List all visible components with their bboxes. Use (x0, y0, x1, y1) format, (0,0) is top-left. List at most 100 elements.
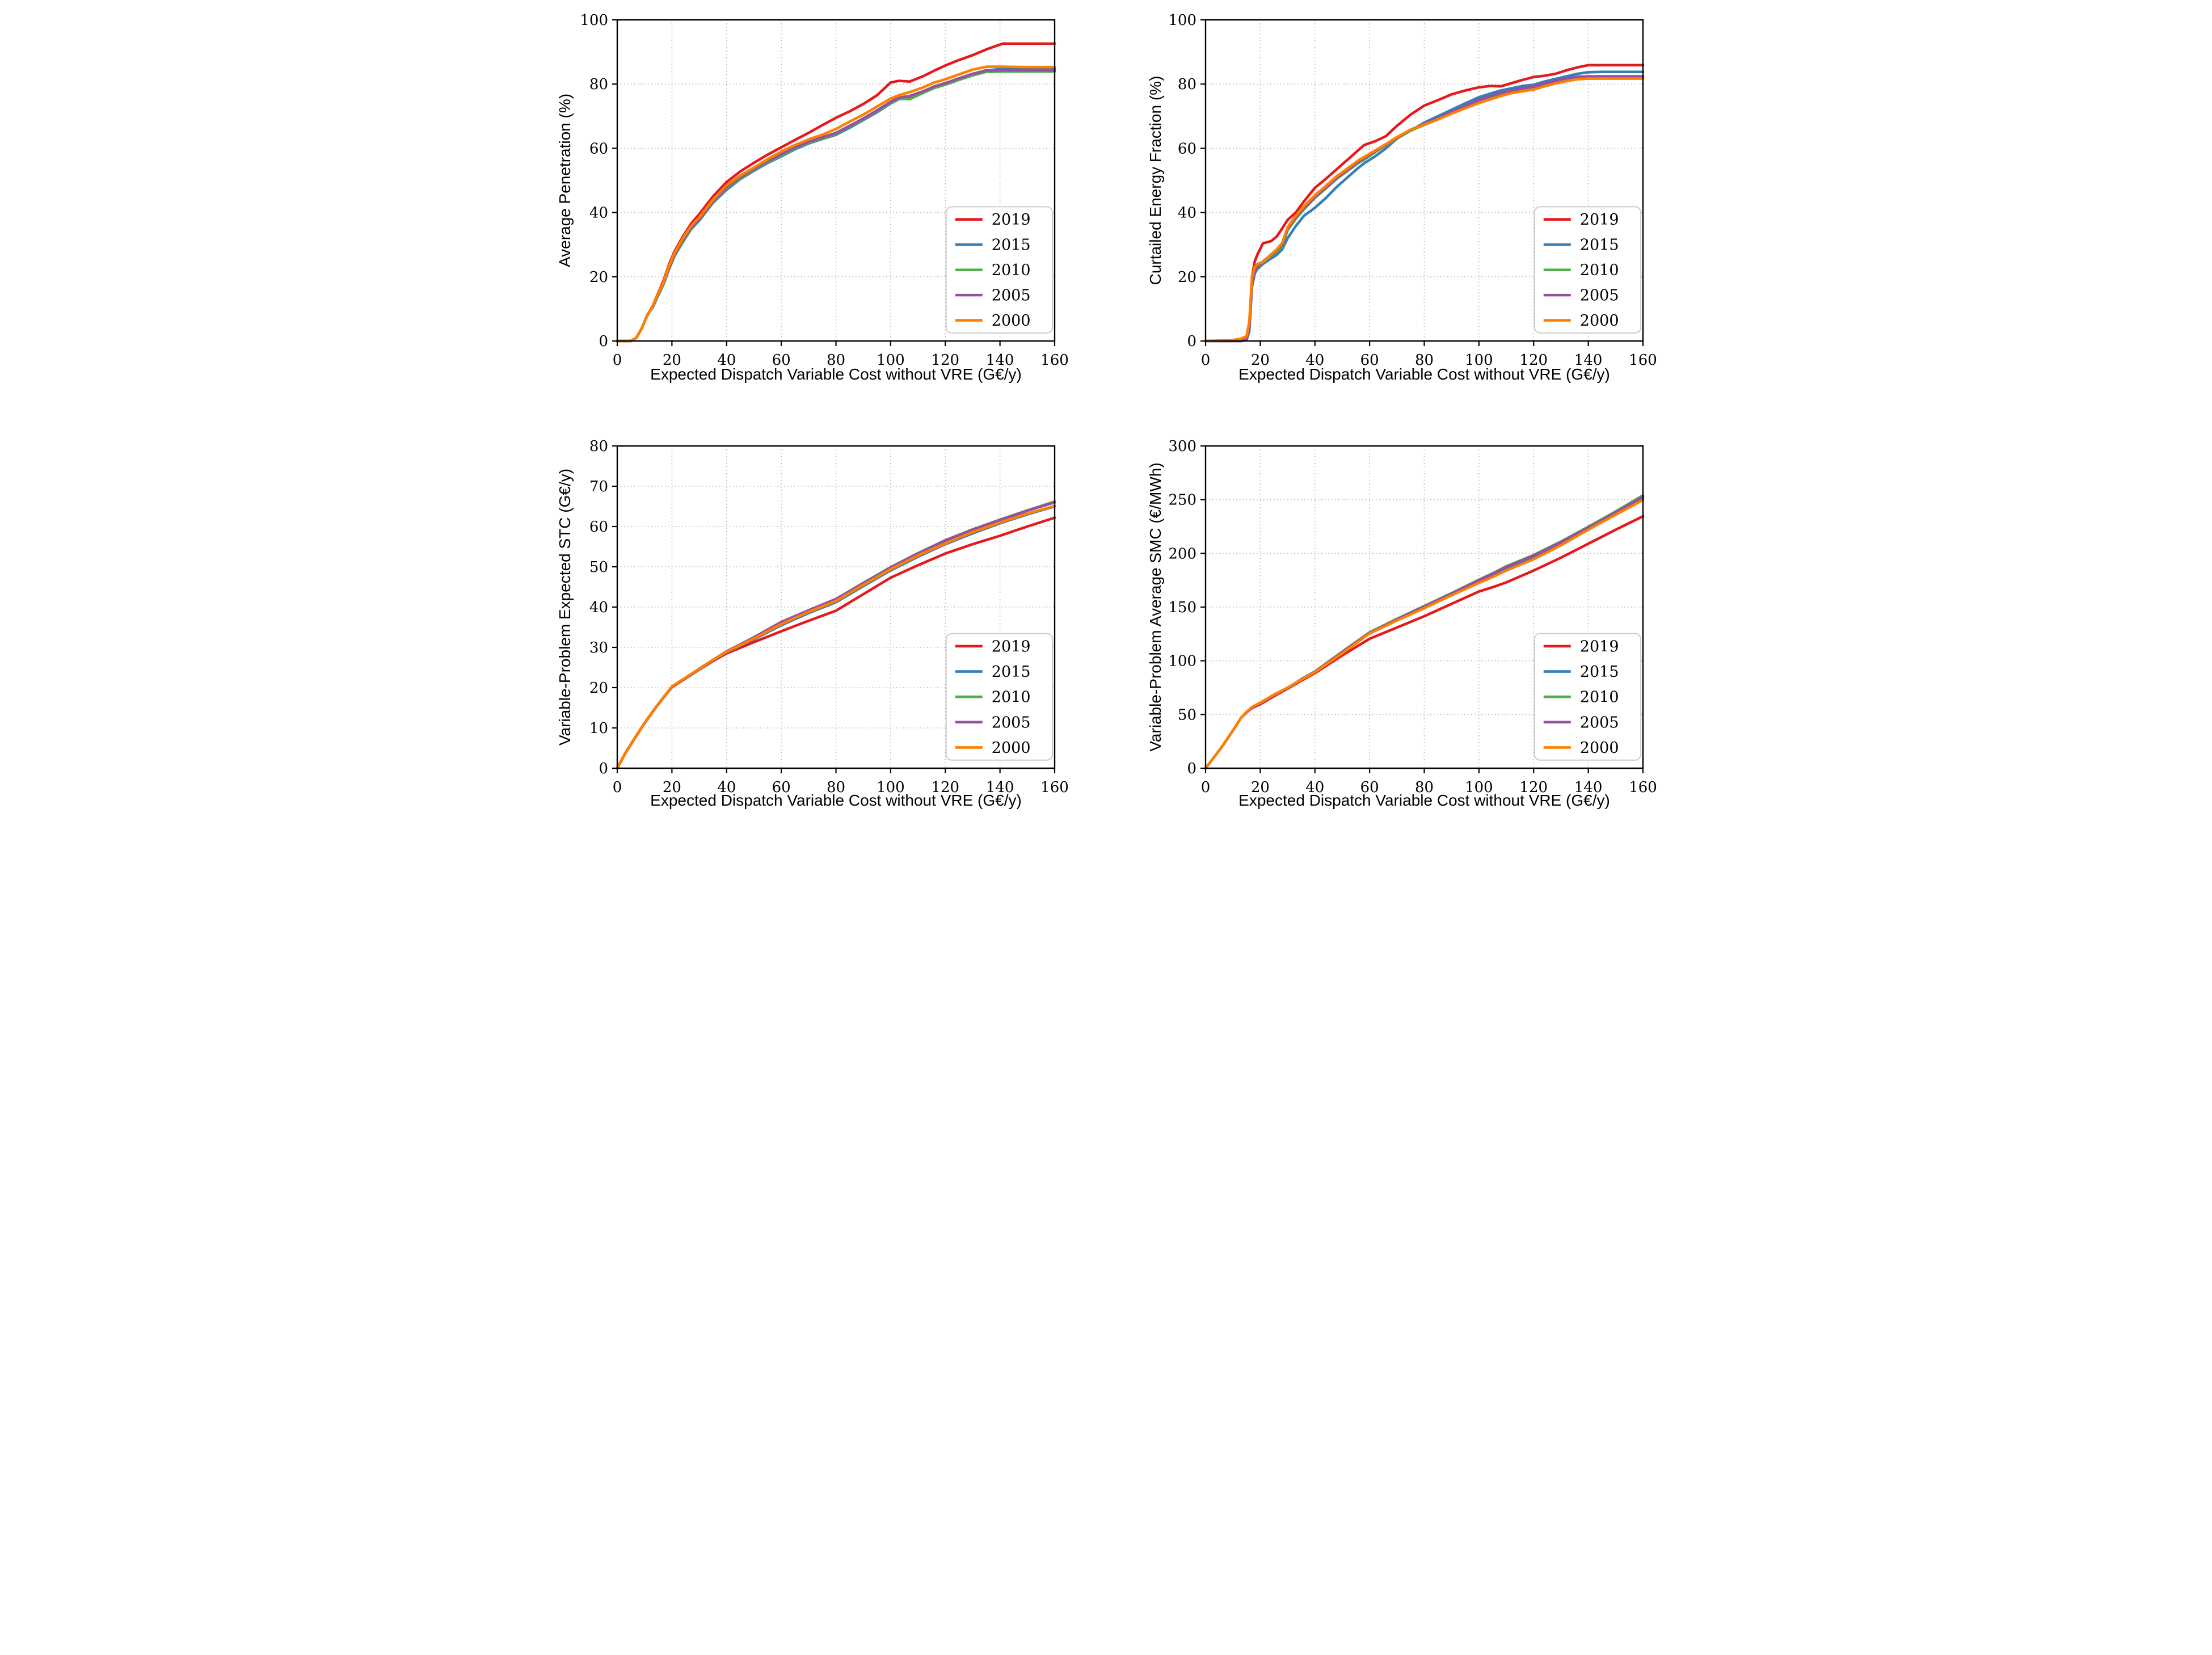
x-tick-label: 60 (1360, 352, 1379, 369)
legend-label-2010: 2010 (1579, 689, 1619, 706)
legend-label-2019: 2019 (1579, 638, 1619, 655)
legend-label-2015: 2015 (991, 237, 1030, 254)
x-tick-label: 20 (662, 352, 681, 369)
series-line-2019 (1204, 64, 1644, 343)
legend-label-2015: 2015 (1579, 663, 1619, 681)
x-tick-label: 60 (772, 352, 790, 369)
y-axis-label: Variable-Problem Expected STC (G€/y) (556, 469, 574, 746)
legend-box (945, 206, 1053, 334)
x-tick-label: 120 (931, 779, 959, 796)
y-tick-label: 60 (1177, 140, 1196, 157)
y-tick-label: 0 (1187, 333, 1196, 350)
x-tick-label: 0 (612, 779, 622, 796)
legend-label-2000: 2000 (1579, 739, 1619, 757)
subplot-average-smc: 0 20 40 60 80 100 120 140 160 0 50 100 150 200 250 300 E… (1106, 414, 1659, 827)
y-tick-label: 0 (1187, 760, 1196, 777)
legend-label-2010: 2010 (1579, 262, 1619, 279)
x-tick-label: 0 (612, 352, 622, 369)
y-tick-label: 0 (599, 333, 608, 350)
x-tick-label: 160 (1040, 352, 1069, 369)
series-line-2000 (616, 65, 1056, 343)
chart-average-penetration: 0 20 40 60 80 100 120 140 160020406080100Expecte… (556, 12, 1069, 383)
x-tick-label: 140 (985, 352, 1014, 369)
legend-label-2005: 2005 (1579, 287, 1619, 305)
x-axis-label: Expected Dispatch Variable Cost without … (1238, 365, 1610, 383)
x-tick-label: 80 (826, 779, 845, 796)
y-axis-label: Curtailed Energy Fraction (%) (1147, 76, 1164, 285)
legend-label-2000: 2000 (1579, 312, 1619, 330)
x-tick-label: 100 (877, 352, 905, 369)
y-tick-label: 80 (589, 438, 608, 455)
x-tick-label: 80 (826, 352, 845, 369)
y-tick-label: 50 (589, 559, 608, 576)
legend-label-2000: 2000 (991, 739, 1030, 757)
legend-label-2000: 2000 (991, 312, 1030, 330)
x-tick-label: 140 (1574, 779, 1602, 796)
x-tick-label: 60 (772, 779, 790, 796)
y-tick-label: 20 (1177, 269, 1196, 286)
x-tick-label: 80 (1414, 352, 1433, 369)
y-tick-label: 100 (1168, 653, 1196, 670)
x-tick-label: 0 (1200, 779, 1210, 796)
y-axis-label: Variable-Problem Average SMC (€/MWh) (1147, 462, 1164, 751)
legend-label-2019: 2019 (991, 638, 1030, 655)
x-axis-label: Expected Dispatch Variable Cost without … (650, 791, 1022, 809)
x-tick-label: 100 (877, 779, 905, 796)
y-tick-label: 100 (1168, 12, 1196, 29)
subplot-expected-stc: 0 20 40 60 80 100 120 140 160 0 10 20 30 40 50 60 70 80 Ex… (553, 414, 1106, 827)
x-axis-label: Expected Dispatch Variable Cost without … (650, 365, 1022, 383)
x-tick-label: 100 (1465, 779, 1493, 796)
x-tick-label: 20 (662, 779, 681, 796)
y-tick-label: 30 (589, 639, 608, 656)
y-tick-label: 20 (589, 269, 608, 286)
subplot-average-penetration: 0 20 40 60 80 100 120 140 160 0 20 40 60 80 100 Expecte… (553, 0, 1106, 414)
legend-label-2010: 2010 (991, 262, 1030, 279)
x-tick-label: 20 (1250, 779, 1269, 796)
x-tick-label: 40 (1305, 779, 1324, 796)
y-tick-label: 70 (589, 478, 608, 495)
x-tick-label: 120 (1519, 779, 1548, 796)
legend-label-2019: 2019 (991, 211, 1030, 229)
x-tick-label: 60 (1360, 779, 1379, 796)
legend-box (945, 633, 1053, 761)
y-tick-label: 20 (589, 680, 608, 697)
figure-canvas: 0 20 40 60 80 100 120 140 160 0 20 40 60 80 100 Expecte… (553, 0, 1659, 827)
y-tick-label: 0 (599, 760, 608, 777)
chart-curtailed-energy-fraction: 0 20 40 60 80 100 120 140 160020406080100Expecte… (1147, 12, 1657, 383)
x-tick-label: 40 (717, 779, 736, 796)
x-tick-label: 100 (1465, 352, 1493, 369)
legend-label-2015: 2015 (991, 663, 1030, 681)
series-line-2000 (1204, 77, 1644, 343)
x-tick-label: 80 (1414, 779, 1433, 796)
y-tick-label: 60 (589, 519, 608, 536)
chart-expected-stc: 0 20 40 60 80 100 120 140 16001020304050607080Ex… (556, 438, 1069, 809)
series-line-2000 (616, 504, 1056, 770)
y-tick-label: 50 (1177, 706, 1196, 723)
chart-average-smc: 0 20 40 60 80 100 120 140 160 0 50 100 150 200 250 300 E… (1147, 438, 1657, 809)
x-tick-label: 140 (985, 779, 1014, 796)
x-tick-label: 160 (1629, 779, 1657, 796)
y-tick-label: 100 (580, 12, 608, 29)
subplot-curtailed-energy-fraction: 0 20 40 60 80 100 120 140 160 0 20 40 60 80 100 Expecte… (1106, 0, 1659, 414)
y-tick-label: 40 (1177, 205, 1196, 222)
legend-label-2005: 2005 (991, 714, 1030, 731)
legend-label-2005: 2005 (1579, 714, 1619, 731)
y-tick-label: 200 (1168, 545, 1196, 562)
legend-label-2015: 2015 (1579, 237, 1619, 254)
y-tick-label: 80 (589, 76, 608, 93)
legend-label-2010: 2010 (991, 689, 1030, 706)
x-tick-label: 140 (1574, 352, 1602, 369)
legend-box (1533, 633, 1641, 761)
legend-label-2005: 2005 (991, 287, 1030, 305)
x-tick-label: 20 (1250, 352, 1269, 369)
x-tick-label: 40 (1305, 352, 1324, 369)
series-line-2000 (1204, 499, 1644, 770)
y-tick-label: 300 (1168, 438, 1196, 455)
x-tick-label: 40 (717, 352, 736, 369)
x-axis-label: Expected Dispatch Variable Cost without … (1238, 791, 1610, 809)
x-tick-label: 0 (1200, 352, 1210, 369)
y-axis-label: Average Penetration (%) (556, 94, 574, 267)
y-tick-label: 40 (589, 205, 608, 222)
y-tick-label: 150 (1168, 599, 1196, 616)
x-tick-label: 160 (1040, 779, 1069, 796)
